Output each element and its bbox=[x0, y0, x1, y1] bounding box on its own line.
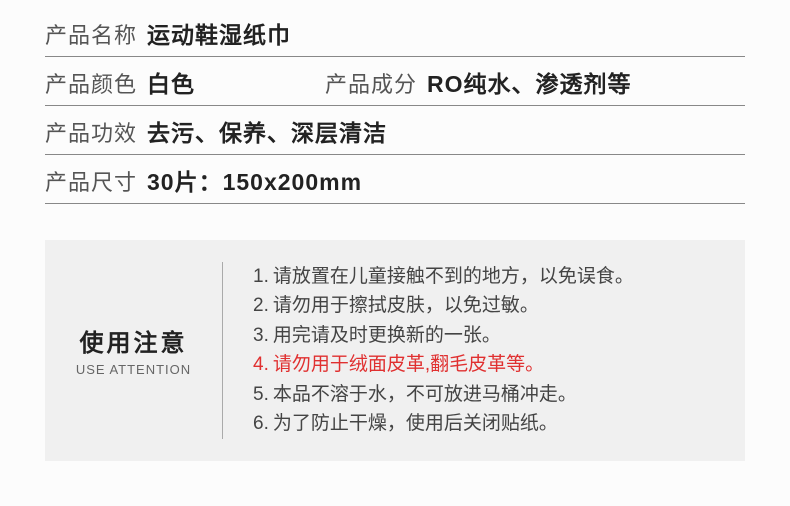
attention-item: 6.为了防止干燥，使用后关闭贴纸。 bbox=[253, 409, 727, 438]
attention-item: 1.请放置在儿童接触不到的地方，以免误食。 bbox=[253, 262, 727, 291]
attention-item-num: 1. bbox=[253, 262, 269, 291]
spec-label-size: 产品尺寸 bbox=[45, 165, 137, 197]
attention-item-text: 请勿用于擦拭皮肤，以免过敏。 bbox=[273, 291, 539, 320]
attention-item-text: 本品不溶于水，不可放进马桶冲走。 bbox=[273, 380, 577, 409]
spec-label-name: 产品名称 bbox=[45, 18, 137, 50]
spec-value-size: 30片：150x200mm bbox=[147, 163, 362, 197]
attention-title-cn: 使用注意 bbox=[80, 323, 188, 358]
attention-title-en: USE ATTENTION bbox=[76, 362, 191, 377]
spec-row-color-ingredient: 产品颜色 白色 产品成分 RO纯水、渗透剂等 bbox=[45, 57, 745, 106]
spec-pair-name: 产品名称 运动鞋湿纸巾 bbox=[45, 16, 291, 50]
spec-value-ingredient: RO纯水、渗透剂等 bbox=[427, 65, 632, 99]
attention-item-text: 用完请及时更换新的一张。 bbox=[273, 321, 501, 350]
product-spec-table: 产品名称 运动鞋湿纸巾 产品颜色 白色 产品成分 RO纯水、渗透剂等 产品功效 … bbox=[0, 0, 790, 204]
spec-label-color: 产品颜色 bbox=[45, 67, 137, 99]
spec-value-color: 白色 bbox=[147, 65, 195, 99]
spec-value-name: 运动鞋湿纸巾 bbox=[147, 16, 291, 50]
spec-label-ingredient: 产品成分 bbox=[325, 67, 417, 99]
spec-row-name: 产品名称 运动鞋湿纸巾 bbox=[45, 8, 745, 57]
attention-item-num: 6. bbox=[253, 409, 269, 438]
attention-list: 1.请放置在儿童接触不到的地方，以免误食。2.请勿用于擦拭皮肤，以免过敏。3.用… bbox=[223, 262, 745, 439]
use-attention-box: 使用注意 USE ATTENTION 1.请放置在儿童接触不到的地方，以免误食。… bbox=[45, 240, 745, 461]
attention-item-text: 为了防止干燥，使用后关闭贴纸。 bbox=[273, 409, 558, 438]
attention-item-num: 4. bbox=[253, 350, 269, 379]
attention-item-num: 2. bbox=[253, 291, 269, 320]
attention-item: 2.请勿用于擦拭皮肤，以免过敏。 bbox=[253, 291, 727, 320]
spec-pair-effect: 产品功效 去污、保养、深层清洁 bbox=[45, 114, 387, 148]
attention-item-num: 5. bbox=[253, 380, 269, 409]
attention-item: 3.用完请及时更换新的一张。 bbox=[253, 321, 727, 350]
attention-header: 使用注意 USE ATTENTION bbox=[45, 262, 223, 439]
spec-value-effect: 去污、保养、深层清洁 bbox=[147, 114, 387, 148]
spec-pair-size: 产品尺寸 30片：150x200mm bbox=[45, 163, 362, 197]
attention-item-text: 请勿用于绒面皮革,翻毛皮革等。 bbox=[273, 350, 544, 379]
spec-row-effect: 产品功效 去污、保养、深层清洁 bbox=[45, 106, 745, 155]
spec-label-effect: 产品功效 bbox=[45, 116, 137, 148]
attention-item-text: 请放置在儿童接触不到的地方，以免误食。 bbox=[273, 262, 634, 291]
spec-row-size: 产品尺寸 30片：150x200mm bbox=[45, 155, 745, 204]
spec-pair-ingredient: 产品成分 RO纯水、渗透剂等 bbox=[325, 65, 632, 99]
attention-item-num: 3. bbox=[253, 321, 269, 350]
attention-item: 5.本品不溶于水，不可放进马桶冲走。 bbox=[253, 380, 727, 409]
attention-item: 4.请勿用于绒面皮革,翻毛皮革等。 bbox=[253, 350, 727, 379]
spec-pair-color: 产品颜色 白色 bbox=[45, 65, 325, 99]
